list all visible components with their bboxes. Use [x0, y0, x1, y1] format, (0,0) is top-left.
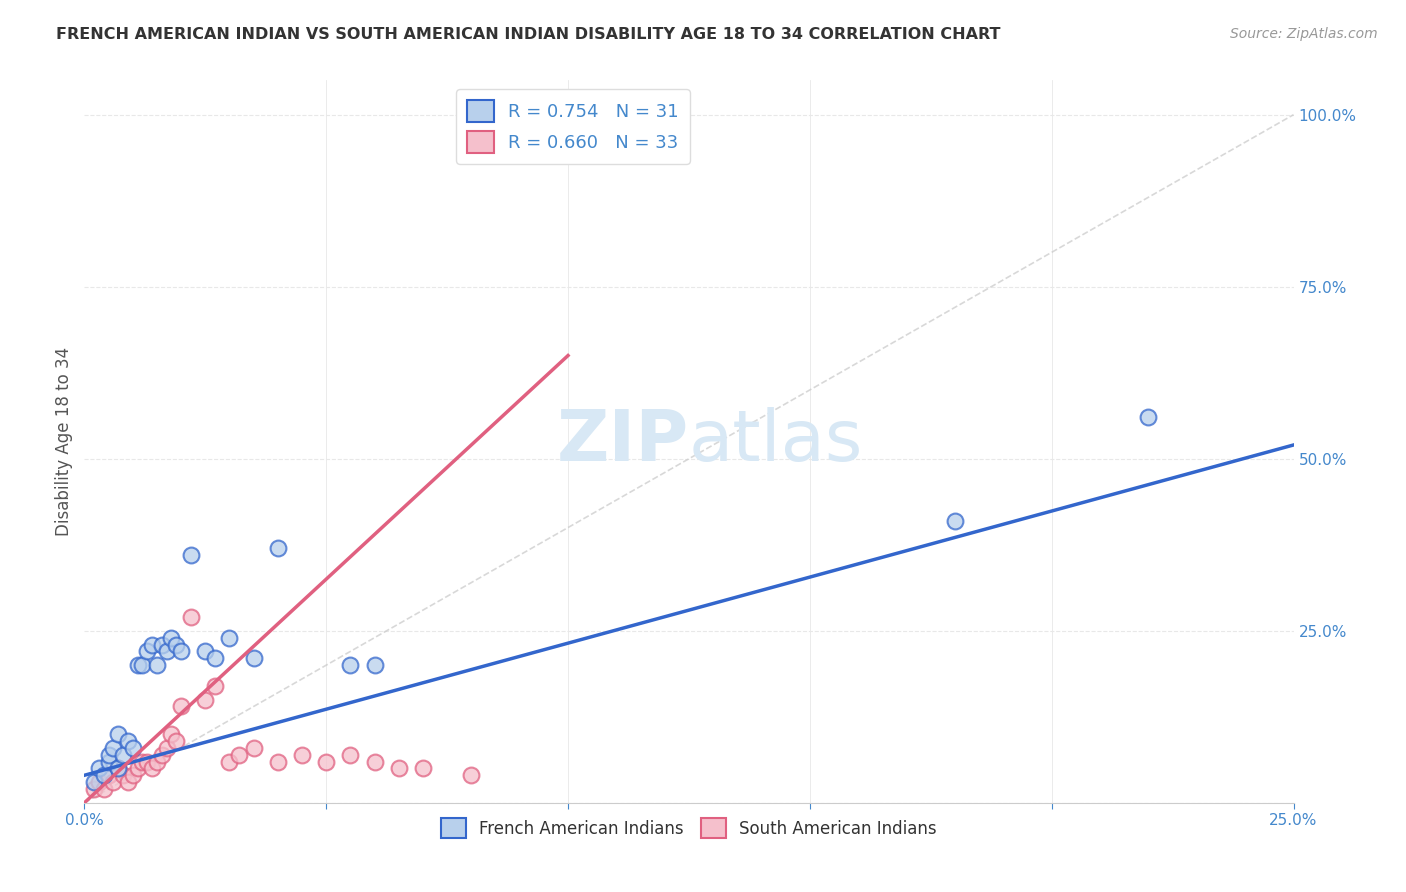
Point — [112, 747, 135, 762]
Text: Source: ZipAtlas.com: Source: ZipAtlas.com — [1230, 27, 1378, 41]
Point — [141, 761, 163, 775]
Point — [107, 761, 129, 775]
Point — [103, 775, 125, 789]
Point — [146, 755, 169, 769]
Point — [339, 658, 361, 673]
Point — [267, 541, 290, 556]
Y-axis label: Disability Age 18 to 34: Disability Age 18 to 34 — [55, 347, 73, 536]
Point — [97, 747, 120, 762]
Point — [242, 651, 264, 665]
Point — [170, 644, 193, 658]
Point — [291, 747, 314, 762]
Point — [107, 727, 129, 741]
Point — [146, 658, 169, 673]
Point — [97, 755, 120, 769]
Point — [165, 638, 187, 652]
Legend: French American Indians, South American Indians: French American Indians, South American … — [434, 812, 943, 845]
Point — [363, 755, 385, 769]
Point — [218, 631, 240, 645]
Point — [87, 761, 110, 775]
Point — [160, 727, 183, 741]
Point — [218, 755, 240, 769]
Point — [150, 638, 173, 652]
Point — [363, 658, 385, 673]
Point — [160, 631, 183, 645]
Point — [170, 699, 193, 714]
Point — [136, 755, 159, 769]
Point — [180, 548, 202, 562]
Point — [121, 740, 143, 755]
Point — [315, 755, 337, 769]
Text: ZIP: ZIP — [557, 407, 689, 476]
Point — [204, 651, 226, 665]
Point — [131, 755, 153, 769]
Point — [165, 734, 187, 748]
Point — [103, 740, 125, 755]
Point — [228, 747, 250, 762]
Point — [242, 740, 264, 755]
Point — [107, 761, 129, 775]
Point — [93, 768, 115, 782]
Point — [180, 610, 202, 624]
Point — [127, 761, 149, 775]
Point — [117, 734, 139, 748]
Point — [194, 692, 217, 706]
Point — [141, 638, 163, 652]
Point — [97, 768, 120, 782]
Point — [117, 775, 139, 789]
Point — [388, 761, 411, 775]
Point — [155, 644, 177, 658]
Point — [83, 775, 105, 789]
Point — [460, 768, 482, 782]
Point — [83, 782, 105, 797]
Point — [87, 775, 110, 789]
Point — [204, 679, 226, 693]
Point — [1137, 410, 1160, 425]
Text: atlas: atlas — [689, 407, 863, 476]
Point — [93, 782, 115, 797]
Point — [127, 658, 149, 673]
Point — [194, 644, 217, 658]
Point — [150, 747, 173, 762]
Point — [339, 747, 361, 762]
Point — [412, 761, 434, 775]
Point — [136, 644, 159, 658]
Text: FRENCH AMERICAN INDIAN VS SOUTH AMERICAN INDIAN DISABILITY AGE 18 TO 34 CORRELAT: FRENCH AMERICAN INDIAN VS SOUTH AMERICAN… — [56, 27, 1001, 42]
Point — [267, 755, 290, 769]
Point — [155, 740, 177, 755]
Point — [121, 768, 143, 782]
Point — [112, 768, 135, 782]
Point — [131, 658, 153, 673]
Point — [943, 514, 966, 528]
